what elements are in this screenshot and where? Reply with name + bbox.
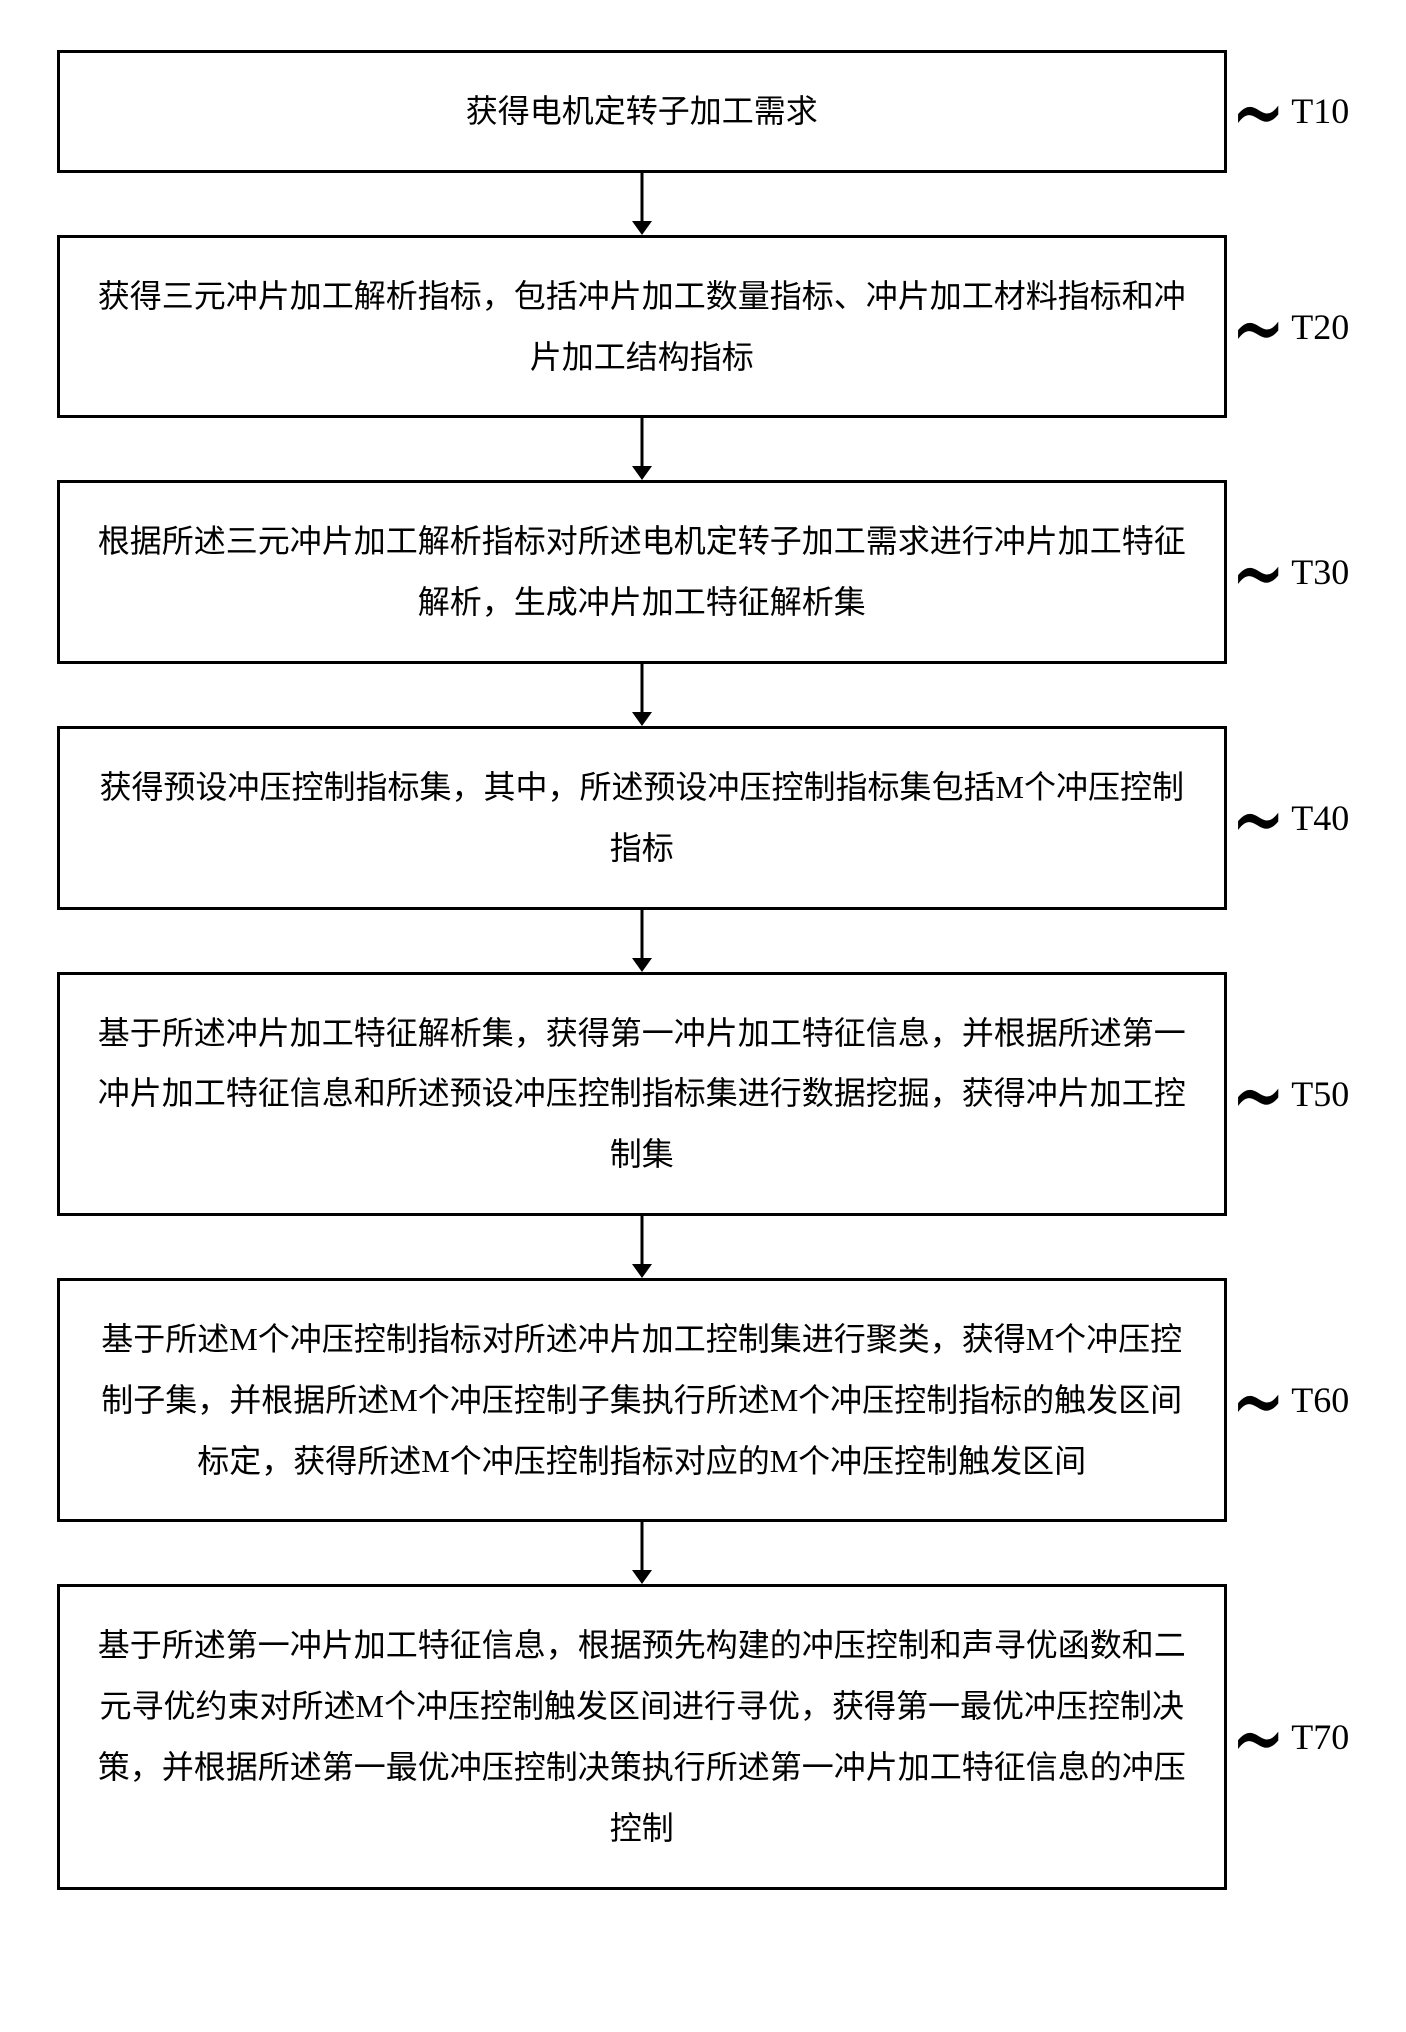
step-id-label: T50 bbox=[1291, 1073, 1349, 1115]
flow-step: 基于所述M个冲压控制指标对所述冲片加工控制集进行聚类，获得M个冲压控制子集，并根… bbox=[57, 1278, 1350, 1522]
step-label-group: ∼T50 bbox=[1239, 1071, 1350, 1117]
step-label-group: ∼T70 bbox=[1239, 1714, 1350, 1760]
flow-step-box: 获得三元冲片加工解析指标，包括冲片加工数量指标、冲片加工材料指标和冲片加工结构指… bbox=[57, 235, 1227, 419]
connector-tilde-icon: ∼ bbox=[1231, 276, 1285, 377]
flow-step-box: 获得电机定转子加工需求 bbox=[57, 50, 1227, 173]
flowchart-container: 获得电机定转子加工需求∼T10获得三元冲片加工解析指标，包括冲片加工数量指标、冲… bbox=[57, 50, 1350, 1890]
arrow-connector bbox=[57, 664, 1227, 726]
flow-step: 获得预设冲压控制指标集，其中，所述预设冲压控制指标集包括M个冲压控制指标∼T40 bbox=[57, 726, 1350, 910]
step-id-label: T60 bbox=[1291, 1379, 1349, 1421]
connector-tilde-icon: ∼ bbox=[1231, 1686, 1285, 1787]
arrow-connector bbox=[57, 418, 1227, 480]
step-label-group: ∼T20 bbox=[1239, 304, 1350, 350]
step-id-label: T40 bbox=[1291, 797, 1349, 839]
connector-tilde-icon: ∼ bbox=[1231, 1350, 1285, 1451]
arrow-connector bbox=[57, 173, 1227, 235]
step-label-group: ∼T40 bbox=[1239, 795, 1350, 841]
step-label-group: ∼T60 bbox=[1239, 1377, 1350, 1423]
connector-tilde-icon: ∼ bbox=[1231, 767, 1285, 868]
flow-step-box: 获得预设冲压控制指标集，其中，所述预设冲压控制指标集包括M个冲压控制指标 bbox=[57, 726, 1227, 910]
step-label-group: ∼T10 bbox=[1239, 88, 1350, 134]
connector-tilde-icon: ∼ bbox=[1231, 522, 1285, 623]
connector-tilde-icon: ∼ bbox=[1231, 61, 1285, 162]
flow-step-box: 基于所述冲片加工特征解析集，获得第一冲片加工特征信息，并根据所述第一冲片加工特征… bbox=[57, 972, 1227, 1216]
flow-step: 基于所述冲片加工特征解析集，获得第一冲片加工特征信息，并根据所述第一冲片加工特征… bbox=[57, 972, 1350, 1216]
flow-step-box: 基于所述第一冲片加工特征信息，根据预先构建的冲压控制和声寻优函数和二元寻优约束对… bbox=[57, 1584, 1227, 1889]
step-id-label: T30 bbox=[1291, 551, 1349, 593]
step-id-label: T70 bbox=[1291, 1716, 1349, 1758]
arrow-connector bbox=[57, 1522, 1227, 1584]
flow-step: 基于所述第一冲片加工特征信息，根据预先构建的冲压控制和声寻优函数和二元寻优约束对… bbox=[57, 1584, 1350, 1889]
step-label-group: ∼T30 bbox=[1239, 549, 1350, 595]
flow-step-box: 基于所述M个冲压控制指标对所述冲片加工控制集进行聚类，获得M个冲压控制子集，并根… bbox=[57, 1278, 1227, 1522]
flow-step: 根据所述三元冲片加工解析指标对所述电机定转子加工需求进行冲片加工特征解析，生成冲… bbox=[57, 480, 1350, 664]
step-id-label: T20 bbox=[1291, 306, 1349, 348]
arrow-connector bbox=[57, 910, 1227, 972]
flow-step: 获得三元冲片加工解析指标，包括冲片加工数量指标、冲片加工材料指标和冲片加工结构指… bbox=[57, 235, 1350, 419]
step-id-label: T10 bbox=[1291, 90, 1349, 132]
flow-step-box: 根据所述三元冲片加工解析指标对所述电机定转子加工需求进行冲片加工特征解析，生成冲… bbox=[57, 480, 1227, 664]
connector-tilde-icon: ∼ bbox=[1231, 1043, 1285, 1144]
flow-step: 获得电机定转子加工需求∼T10 bbox=[57, 50, 1350, 173]
arrow-connector bbox=[57, 1216, 1227, 1278]
